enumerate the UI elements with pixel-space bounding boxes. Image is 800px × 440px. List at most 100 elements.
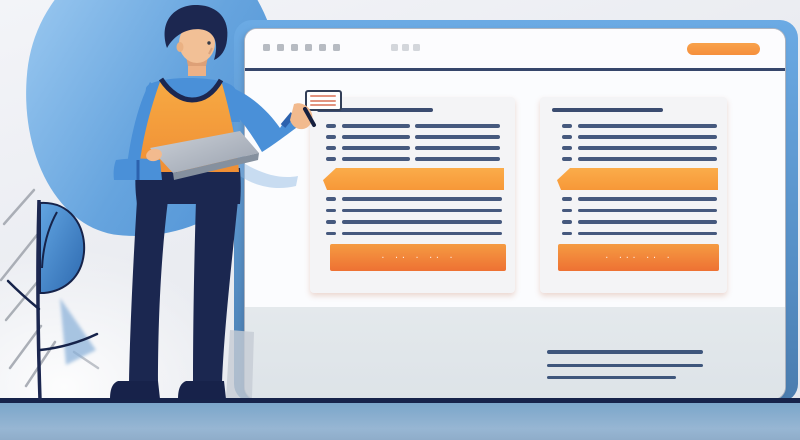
vest-collar <box>158 77 224 103</box>
bullet-dash <box>326 231 336 235</box>
toolbar-dot-icon <box>402 44 409 51</box>
person-illustration <box>110 4 316 399</box>
card-action-button[interactable]: · ··· ·· · <box>558 244 719 271</box>
card-row-group <box>326 124 500 168</box>
text-line-placeholder <box>578 135 717 139</box>
highlight-band <box>323 168 504 190</box>
bullet-dash <box>562 146 572 150</box>
toolbar-dot-icon <box>291 44 298 51</box>
text-row-placeholder <box>562 157 717 161</box>
text-line-placeholder <box>578 146 717 150</box>
floor-strip <box>0 402 800 440</box>
text-line-placeholder <box>342 124 410 128</box>
card-title-placeholder <box>317 108 433 112</box>
text-row-placeholder <box>562 197 717 201</box>
content-card-right: · ··· ·· · <box>540 97 727 293</box>
text-line-placeholder <box>342 231 502 235</box>
plant-leaf <box>39 201 86 294</box>
text-line-placeholder <box>415 124 500 128</box>
text-line-placeholder <box>578 231 717 235</box>
text-row-placeholder <box>562 135 717 139</box>
eye <box>207 41 211 45</box>
ear <box>176 42 184 52</box>
tooltip-line-placeholder <box>310 104 336 106</box>
text-row-placeholder <box>326 197 502 201</box>
text-row-placeholder <box>562 231 717 235</box>
left-leg <box>129 200 168 383</box>
toolbar-divider <box>245 68 785 71</box>
text-line-placeholder <box>547 375 676 379</box>
toolbar-dot-icon <box>319 44 326 51</box>
bullet-dash <box>562 157 572 161</box>
bullet-dash <box>326 124 336 128</box>
hair <box>164 4 228 60</box>
text-row-placeholder <box>326 135 500 139</box>
tablet <box>150 131 259 173</box>
text-line-placeholder <box>578 124 717 128</box>
bullet-dash <box>326 197 336 201</box>
text-row-placeholder <box>562 146 717 150</box>
stylus <box>303 107 316 127</box>
text-row-placeholder <box>562 208 717 212</box>
text-line-placeholder <box>342 208 502 212</box>
plant-stem <box>36 199 42 401</box>
ground-line <box>0 398 800 403</box>
text-line-placeholder <box>578 220 717 224</box>
toolbar-dot-icon <box>413 44 420 51</box>
toolbar-dot-icon <box>277 44 284 51</box>
tooltip-line-placeholder <box>310 95 336 97</box>
plant-illustration <box>0 188 100 401</box>
tooltip-line-placeholder <box>310 99 336 102</box>
content-card-left: · ·· · ·· · <box>310 97 515 293</box>
bullet-dash <box>562 220 572 224</box>
text-line-placeholder <box>342 157 410 161</box>
text-row-placeholder <box>326 124 500 128</box>
text-line-placeholder <box>342 135 410 139</box>
text-line-placeholder <box>342 220 502 224</box>
text-line-placeholder <box>415 157 500 161</box>
leaf-shadow <box>60 298 96 365</box>
footer-text-lines <box>547 350 703 389</box>
text-row-placeholder <box>562 220 717 224</box>
bullet-dash <box>326 220 336 224</box>
bullet-dash <box>562 197 572 201</box>
text-line-placeholder <box>578 157 717 161</box>
toolbar-dot-icon <box>333 44 340 51</box>
right-shoe <box>178 381 226 399</box>
text-line-placeholder <box>547 350 703 354</box>
window-footer <box>245 307 785 399</box>
tooltip-card[interactable] <box>305 90 342 111</box>
arm-shadow <box>232 158 298 189</box>
right-arm <box>212 82 304 152</box>
bullet-dash <box>562 135 572 139</box>
text-row-placeholder <box>326 208 502 212</box>
text-row-placeholder <box>326 231 502 235</box>
bullet-dash <box>326 135 336 139</box>
text-row-placeholder <box>562 124 717 128</box>
text-line-placeholder <box>547 363 703 367</box>
card-row-group <box>326 197 502 243</box>
bullet-dash <box>562 231 572 235</box>
text-line-placeholder <box>578 208 717 212</box>
bullet-dash <box>562 124 572 128</box>
text-row-placeholder <box>326 220 502 224</box>
bullet-dash <box>326 157 336 161</box>
toolbar-dot-icon <box>305 44 312 51</box>
card-action-button[interactable]: · ·· · ·· · <box>330 244 506 271</box>
card-row-group <box>562 124 717 168</box>
right-leg <box>193 200 238 383</box>
text-line-placeholder <box>342 146 410 150</box>
toolbar-dot-icon <box>391 44 398 51</box>
text-line-placeholder <box>415 135 500 139</box>
card-row-group <box>562 197 717 243</box>
window-toolbar <box>245 29 785 68</box>
card-title-placeholder <box>552 108 663 112</box>
left-shoe <box>110 381 160 399</box>
left-hand <box>146 148 162 162</box>
text-row-placeholder <box>326 146 500 150</box>
bullet-dash <box>326 146 336 150</box>
cta-pill-button[interactable] <box>687 43 760 55</box>
left-arm <box>127 82 157 178</box>
